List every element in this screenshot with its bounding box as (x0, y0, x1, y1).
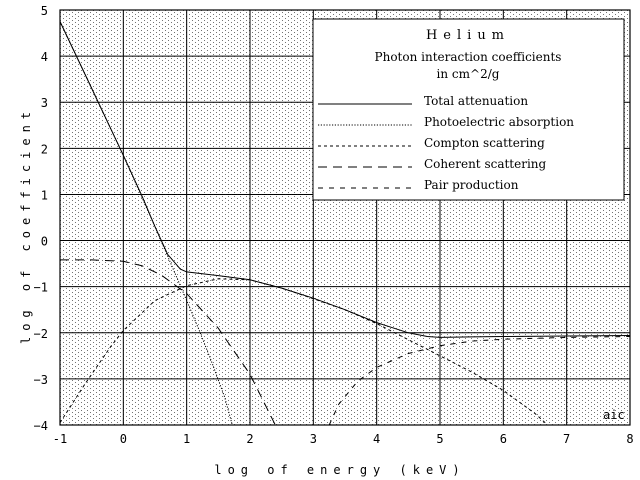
credit-label: aic (603, 408, 625, 422)
series-line-4 (328, 336, 631, 426)
legend-label-1: Photoelectric absorption (424, 115, 574, 129)
y-tick-label: 3 (41, 96, 48, 110)
y-tick-label: −2 (34, 327, 48, 341)
x-tick-label: 4 (373, 432, 380, 446)
x-tick-label: 6 (500, 432, 507, 446)
x-tick-label: 2 (246, 432, 253, 446)
legend-subtitle-2: in cm^2/g (437, 67, 500, 81)
legend-title: Helium (426, 28, 510, 43)
legend-label-2: Compton scattering (424, 136, 545, 150)
legend-label-3: Coherent scattering (424, 157, 547, 171)
y-tick-labels: 5 4 3 2 1 0 −1 −2 −3 −4 (34, 4, 48, 433)
x-tick-label: 5 (436, 432, 443, 446)
y-tick-label: 2 (41, 142, 48, 156)
series-line-2 (59, 278, 549, 426)
legend-subtitle-1: Photon interaction coefficients (375, 50, 562, 64)
y-tick-label: 1 (41, 188, 48, 202)
x-tick-label: 3 (310, 432, 317, 446)
plot-frame (59, 9, 631, 426)
data-curves (59, 21, 631, 426)
x-axis-title: log of energy (keV) (214, 463, 465, 477)
y-axis-title: log of coefficient (19, 106, 33, 344)
y-tick-label: −1 (34, 281, 48, 295)
legend-label-4: Pair production (424, 178, 519, 192)
y-tick-label: −3 (34, 373, 48, 387)
y-tick-label: 4 (41, 50, 48, 64)
legend-box: Helium Photon interaction coefficients i… (312, 18, 625, 201)
legend-entries: Total attenuation Photoelectric absorptio… (318, 94, 574, 192)
x-tick-labels: -1 0 1 2 3 4 5 6 7 8 (53, 432, 634, 446)
x-tick-label: 0 (120, 432, 127, 446)
series-line-1 (59, 21, 233, 426)
y-tick-label: 0 (41, 235, 48, 249)
y-tick-label: 5 (41, 4, 48, 18)
legend-label-0: Total attenuation (424, 94, 528, 108)
x-tick-label: 8 (626, 432, 633, 446)
x-tick-label: -1 (53, 432, 67, 446)
x-tick-label: 7 (563, 432, 570, 446)
x-tick-label: 1 (183, 432, 190, 446)
y-tick-label: −4 (34, 419, 48, 433)
